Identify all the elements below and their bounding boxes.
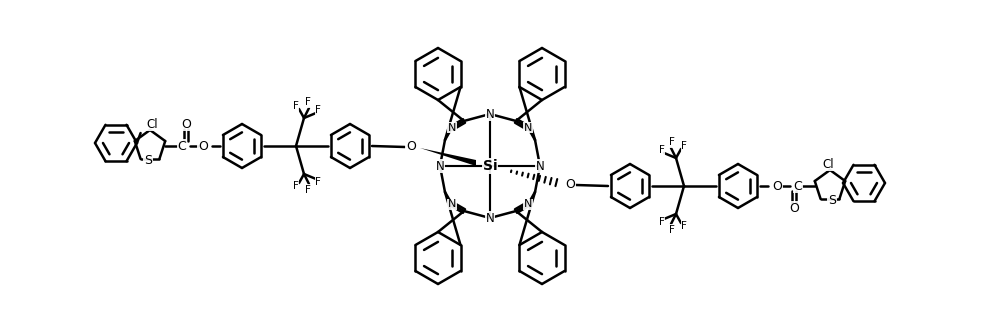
Text: C: C [794, 179, 802, 192]
Text: S: S [828, 193, 836, 206]
Text: F: F [669, 225, 675, 235]
Text: N: N [436, 160, 444, 172]
Text: Si: Si [483, 159, 497, 173]
Text: O: O [565, 178, 575, 191]
Text: F: F [681, 141, 687, 151]
Text: F: F [305, 97, 311, 107]
Text: S: S [144, 154, 152, 166]
Text: O: O [406, 141, 416, 154]
Text: F: F [305, 185, 311, 195]
Text: O: O [181, 118, 191, 131]
Text: F: F [293, 181, 299, 191]
Text: F: F [669, 137, 675, 147]
Text: N: N [524, 123, 532, 133]
Text: F: F [659, 217, 665, 227]
Text: F: F [315, 105, 321, 115]
Polygon shape [420, 148, 476, 166]
Text: F: F [659, 145, 665, 155]
Text: C: C [178, 140, 186, 153]
Text: N: N [448, 199, 456, 209]
Text: O: O [198, 140, 208, 153]
Text: N: N [536, 160, 544, 172]
Text: Cl: Cl [146, 118, 158, 131]
Text: O: O [789, 201, 799, 214]
Text: F: F [293, 101, 299, 111]
Text: N: N [448, 123, 456, 133]
Text: N: N [486, 211, 494, 224]
Text: Cl: Cl [822, 158, 834, 170]
Text: N: N [524, 199, 532, 209]
Text: F: F [681, 221, 687, 231]
Text: O: O [772, 179, 782, 192]
Text: N: N [486, 108, 494, 121]
Text: F: F [315, 177, 321, 187]
